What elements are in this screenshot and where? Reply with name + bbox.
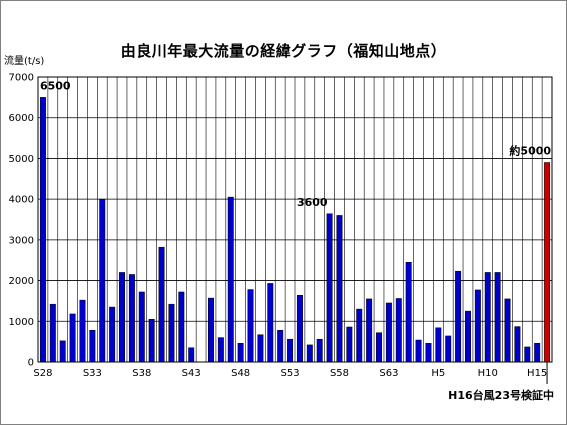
data-annotation: 6500 <box>40 79 71 92</box>
bar <box>435 327 442 363</box>
bar <box>178 291 185 363</box>
bar <box>296 294 303 363</box>
bar <box>415 339 422 363</box>
bar <box>504 298 511 363</box>
bar <box>306 344 313 363</box>
bar <box>59 340 66 363</box>
bar <box>544 162 551 363</box>
chart-title: 由良川年最大流量の経緯グラフ（福知山地点） <box>120 42 447 60</box>
bar <box>524 346 531 363</box>
bar <box>128 274 135 363</box>
bar <box>217 337 224 363</box>
y-tick-label: 2000 <box>9 276 34 287</box>
bar <box>455 270 462 363</box>
x-tick-label: S28 <box>33 368 52 379</box>
y-tick-label: 4000 <box>9 195 34 206</box>
bar <box>227 196 234 363</box>
x-tick-label: S53 <box>281 368 300 379</box>
bar <box>316 338 323 363</box>
y-tick-label: 6000 <box>9 113 34 124</box>
bar <box>69 313 76 363</box>
bar <box>119 272 125 363</box>
callout-label: H16台風23号検証中 <box>448 388 554 402</box>
bar <box>188 347 195 363</box>
x-tick-label: S63 <box>379 368 398 379</box>
bar <box>148 319 155 363</box>
bar <box>267 283 274 363</box>
bar <box>326 213 333 363</box>
bar <box>405 262 412 363</box>
bar <box>395 298 402 363</box>
data-annotation: 3600 <box>297 196 328 209</box>
y-tick-label: 7000 <box>9 73 34 84</box>
x-tick-label: S33 <box>83 368 102 379</box>
bar <box>109 306 116 363</box>
x-tick-label: S48 <box>231 368 250 379</box>
bar <box>366 298 373 363</box>
bar <box>534 343 541 363</box>
bar <box>237 343 244 363</box>
bar <box>89 329 96 363</box>
bar <box>168 303 175 363</box>
bar <box>514 326 521 363</box>
bar <box>138 291 145 363</box>
labels-layer: 0 1000 2000 3000 4000 5000 6000 7000 S28 S33 S38 S4… <box>9 73 554 403</box>
bar <box>39 97 46 363</box>
bar <box>376 332 382 363</box>
x-tick-label: S43 <box>182 368 201 379</box>
x-tick-label: H10 <box>478 368 498 379</box>
bar <box>356 308 363 363</box>
x-tick-label: S38 <box>132 368 151 379</box>
y-tick-label: 0 <box>28 358 34 369</box>
y-tick-label: 1000 <box>9 317 34 328</box>
bar <box>494 272 501 363</box>
x-tick-label: H15 <box>527 368 547 379</box>
bar <box>425 343 432 363</box>
bar <box>385 302 392 363</box>
y-tick-label: 3000 <box>9 235 34 246</box>
bar <box>99 198 106 363</box>
bar <box>158 246 165 363</box>
bar <box>49 303 56 363</box>
bar <box>346 326 353 363</box>
data-annotation: 約5000 <box>509 144 551 158</box>
x-tick-label: S58 <box>330 368 349 379</box>
bars-layer <box>39 97 551 363</box>
bar <box>257 334 264 363</box>
bar <box>247 289 254 363</box>
bar <box>277 329 284 363</box>
y-tick-label: 5000 <box>9 154 34 165</box>
x-tick-label: H5 <box>431 368 445 379</box>
bar <box>79 299 86 363</box>
bar <box>287 338 294 363</box>
y-axis-label: 流量(t/s) <box>4 56 45 67</box>
bar <box>465 310 471 363</box>
bar <box>208 297 214 363</box>
bar <box>336 215 343 363</box>
bar <box>445 335 452 363</box>
bar <box>484 272 491 363</box>
bar <box>474 289 481 363</box>
